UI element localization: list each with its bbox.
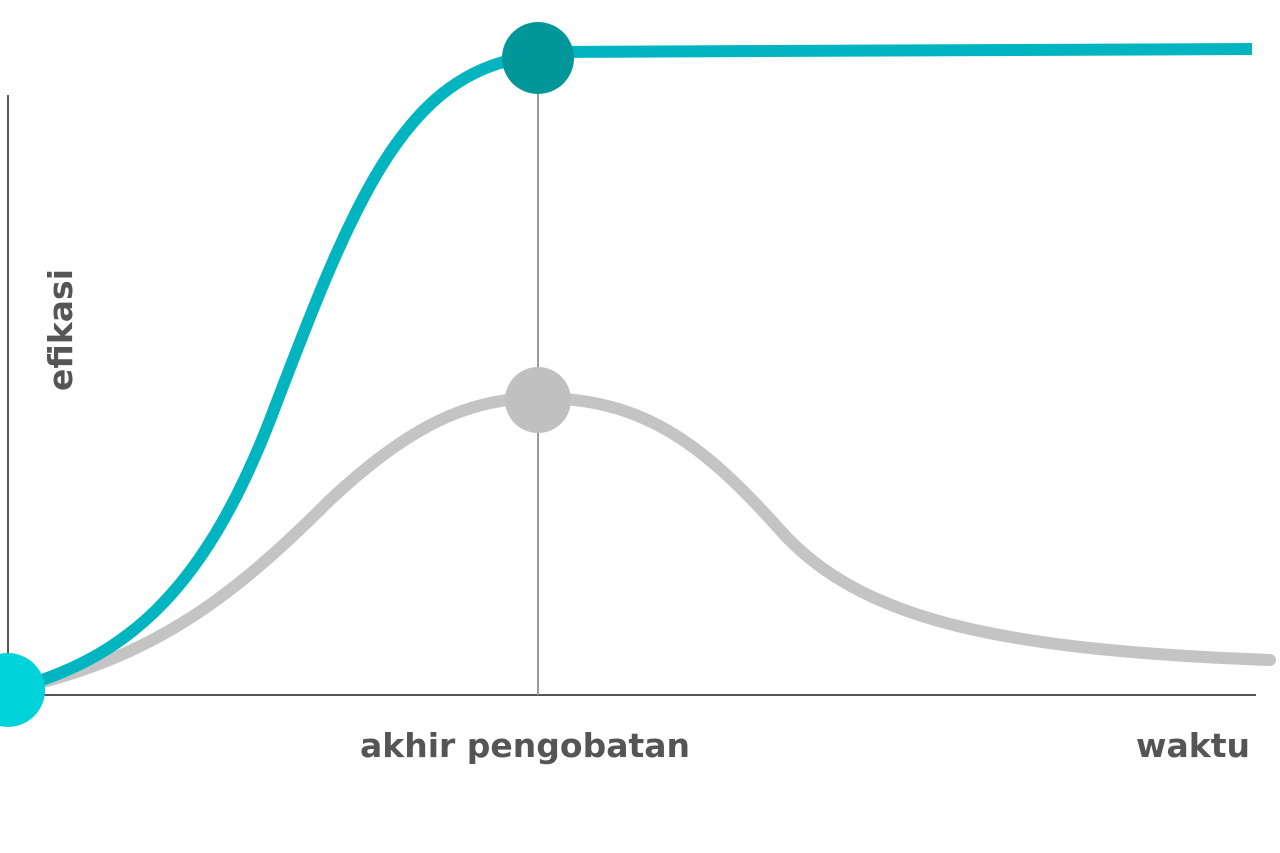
grey-efficacy-curve [4, 391, 1276, 696]
teal-efficacy-curve [8, 43, 1253, 696]
end-of-treatment-label: akhir pengobatan [360, 726, 690, 765]
grey-peak-point [505, 367, 571, 433]
teal-end-point [502, 22, 574, 94]
start-point [0, 653, 45, 727]
y-axis-label: efikasi [41, 269, 80, 391]
x-axis-label: waktu [1136, 726, 1250, 765]
